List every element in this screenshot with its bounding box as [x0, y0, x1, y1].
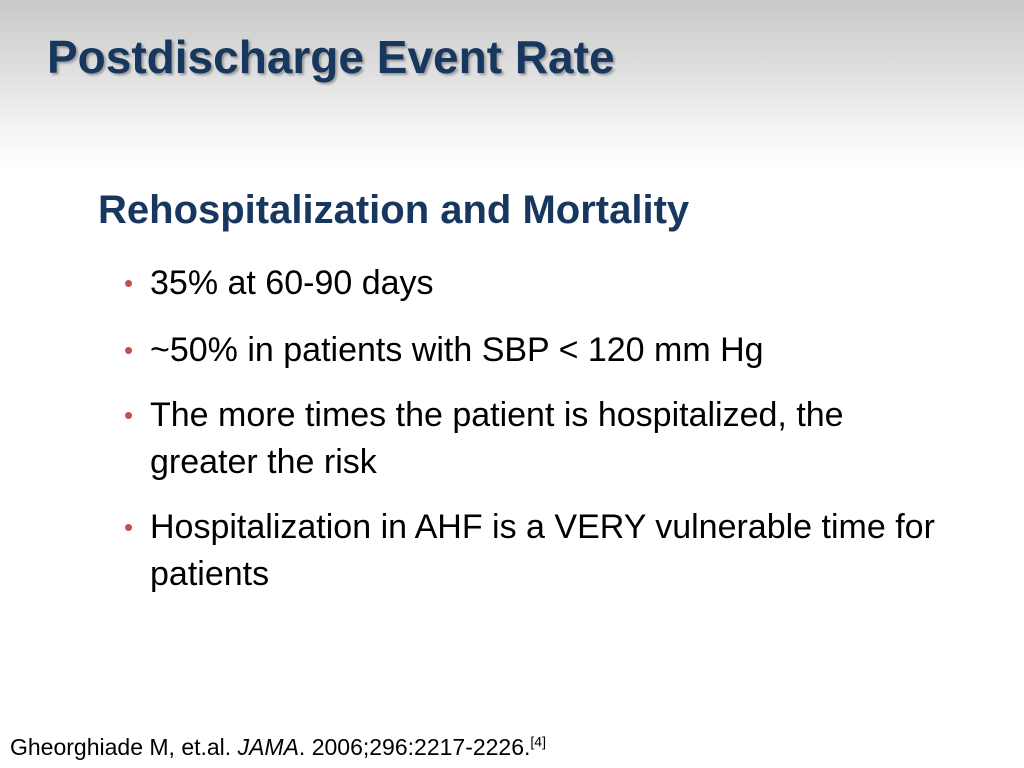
citation: Gheorghiade M, et.al. JAMA. 2006;296:221…: [10, 734, 546, 761]
bullet-icon: •: [124, 512, 134, 542]
citation-reference: [4]: [530, 733, 546, 750]
bullet-list: • 35% at 60-90 days • ~50% in patients w…: [124, 260, 944, 616]
title-band: [0, 0, 1024, 170]
bullet-icon: •: [124, 268, 134, 298]
citation-authors: Gheorghiade M, et.al.: [10, 734, 238, 760]
bullet-item: • Hospitalization in AHF is a VERY vulne…: [124, 504, 944, 598]
bullet-item: • ~50% in patients with SBP < 120 mm Hg: [124, 327, 944, 374]
bullet-text: Hospitalization in AHF is a VERY vulnera…: [150, 508, 935, 593]
bullet-icon: •: [124, 335, 134, 365]
bullet-text: 35% at 60-90 days: [150, 264, 434, 302]
citation-details: . 2006;296:2217-2226.: [298, 734, 531, 760]
bullet-text: The more times the patient is hospitaliz…: [150, 396, 844, 481]
bullet-item: • The more times the patient is hospital…: [124, 392, 944, 486]
bullet-item: • 35% at 60-90 days: [124, 260, 944, 307]
citation-journal: JAMA: [237, 734, 299, 760]
bullet-text: ~50% in patients with SBP < 120 mm Hg: [150, 331, 764, 369]
bullet-icon: •: [124, 400, 134, 430]
section-heading: Rehospitalization and Mortality: [98, 188, 690, 232]
slide-title: Postdischarge Event Rate: [47, 31, 615, 83]
